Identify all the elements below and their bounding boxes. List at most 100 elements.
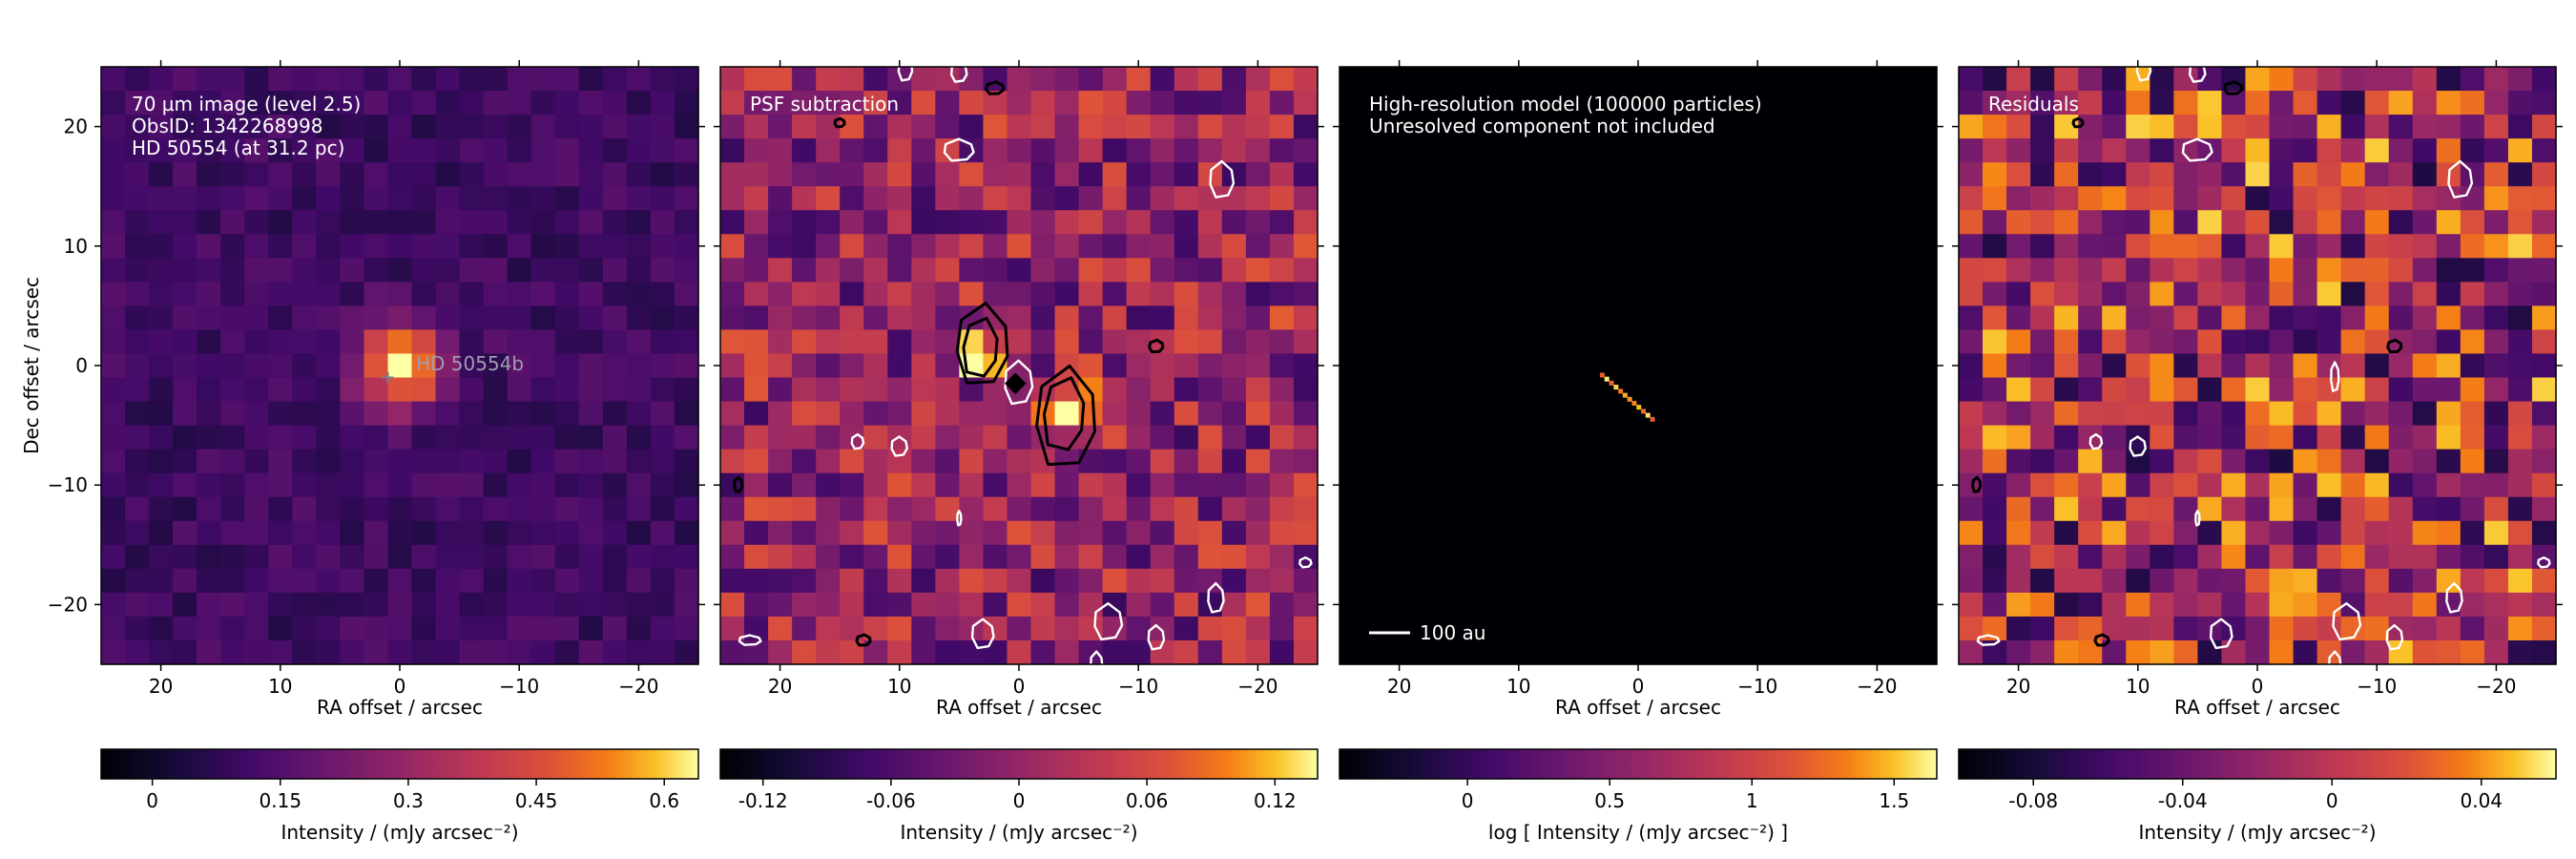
- pixel-cell: [1126, 353, 1152, 379]
- pixel-cell: [1745, 592, 1771, 618]
- image-grid: [101, 67, 699, 665]
- contour-white: [1093, 602, 1124, 641]
- pixel-cell: [2483, 186, 2509, 211]
- pixel-cell: [2483, 67, 2509, 92]
- pixel-cell: [459, 353, 485, 379]
- pixel-cell: [149, 639, 174, 665]
- pixel-cell: [101, 305, 126, 331]
- pixel-cell: [459, 282, 485, 306]
- pixel-cell: [2460, 138, 2485, 163]
- pixel-cell: [2102, 282, 2127, 306]
- pixel-cell: [602, 162, 628, 187]
- pixel-cell: [1959, 186, 1984, 211]
- pixel-cell: [1150, 449, 1175, 474]
- contour-white: [2194, 510, 2201, 527]
- pixel-cell: [530, 91, 556, 115]
- pixel-cell: [1483, 67, 1507, 92]
- pixel-cell: [602, 616, 628, 641]
- pixel-cell: [1030, 353, 1056, 379]
- pixel-cell: [2460, 305, 2485, 331]
- pixel-cell: [1602, 305, 1628, 331]
- pixel-cell: [2531, 449, 2557, 474]
- pixel-cell: [1554, 639, 1579, 665]
- pixel-cell: [2269, 329, 2295, 355]
- pixel-cell: [125, 115, 150, 139]
- pixel-cell: [1864, 496, 1890, 522]
- pixel-cell: [530, 425, 556, 450]
- pixel-cell: [1054, 496, 1080, 522]
- pixel-cell: [1793, 425, 1818, 450]
- pixel-cell: [1864, 162, 1890, 187]
- pixel-cell: [1269, 616, 1295, 641]
- pixel-cell: [1769, 639, 1795, 665]
- pixel-cell: [2293, 67, 2318, 92]
- pixel-cell: [1102, 67, 1128, 92]
- colorbar-tick-label: 0.06: [1126, 789, 1169, 812]
- y-tick-label: 20: [64, 115, 88, 138]
- pixel-cell: [1697, 472, 1723, 498]
- pixel-cell: [1435, 616, 1460, 641]
- pixel-cell: [626, 282, 652, 306]
- pixel-cell: [2507, 91, 2533, 115]
- pixel-cell: [101, 234, 126, 259]
- pixel-cell: [1030, 305, 1056, 331]
- pixel-cell: [840, 353, 864, 379]
- pixel-cell: [2316, 329, 2342, 355]
- pixel-cell: [2364, 210, 2390, 235]
- pixel-cell: [2006, 210, 2031, 235]
- pixel-cell: [2030, 377, 2055, 403]
- pixel-cell: [816, 592, 841, 618]
- pixel-cell: [768, 353, 793, 379]
- pixel-cell: [2364, 329, 2390, 355]
- pixel-cell: [1626, 305, 1652, 331]
- pixel-cell: [1840, 186, 1866, 211]
- pixel-cell: [1411, 639, 1436, 665]
- pixel-cell: [2173, 496, 2198, 522]
- pixel-cell: [2507, 401, 2533, 427]
- pixel-cell: [2126, 377, 2150, 403]
- pixel-cell: [720, 67, 745, 92]
- pixel-cell: [268, 639, 293, 665]
- pixel-cell: [1387, 616, 1412, 641]
- pixel-cell: [1340, 639, 1364, 665]
- pixel-cell: [2364, 616, 2390, 641]
- pixel-cell: [2126, 401, 2150, 427]
- y-tick-label: 10: [64, 235, 88, 258]
- pixel-cell: [2054, 210, 2079, 235]
- pixel-cell: [1459, 568, 1484, 594]
- pixel-cell: [387, 425, 413, 450]
- pixel-cell: [1840, 616, 1866, 641]
- pixel-cell: [1483, 353, 1507, 379]
- pixel-cell: [2221, 568, 2247, 594]
- pixel-cell: [2293, 115, 2318, 139]
- pixel-cell: [959, 210, 985, 235]
- pixel-cell: [1530, 91, 1555, 115]
- pixel-cell: [1769, 210, 1795, 235]
- pixel-cell: [959, 401, 985, 427]
- pixel-cell: [816, 282, 841, 306]
- pixel-cell: [1174, 568, 1199, 594]
- pixel-cell: [768, 138, 793, 163]
- pixel-cell: [125, 568, 150, 594]
- pixel-cell: [316, 592, 341, 618]
- pixel-cell: [792, 496, 817, 522]
- pixel-cell: [768, 91, 793, 115]
- pixel-cell: [1506, 210, 1531, 235]
- pixel-cell: [2078, 138, 2103, 163]
- pixel-cell: [1983, 496, 2007, 522]
- contour-negative: [2223, 80, 2244, 95]
- annotation-line-1: High-resolution model (100000 particles): [1369, 93, 1762, 115]
- pixel-cell: [1078, 234, 1104, 259]
- pixel-cell: [1387, 162, 1412, 187]
- pixel-cell: [2150, 234, 2174, 259]
- pixel-cell: [1363, 401, 1388, 427]
- contour-negative: [1148, 338, 1165, 354]
- pixel-cell: [125, 544, 150, 570]
- pixel-cell: [2316, 258, 2342, 283]
- pixel-cell: [816, 162, 841, 187]
- pixel-cell: [387, 234, 413, 259]
- pixel-cell: [173, 67, 197, 92]
- pixel-cell: [364, 67, 389, 92]
- pixel-cell: [411, 67, 437, 92]
- pixel-cell: [1363, 329, 1388, 355]
